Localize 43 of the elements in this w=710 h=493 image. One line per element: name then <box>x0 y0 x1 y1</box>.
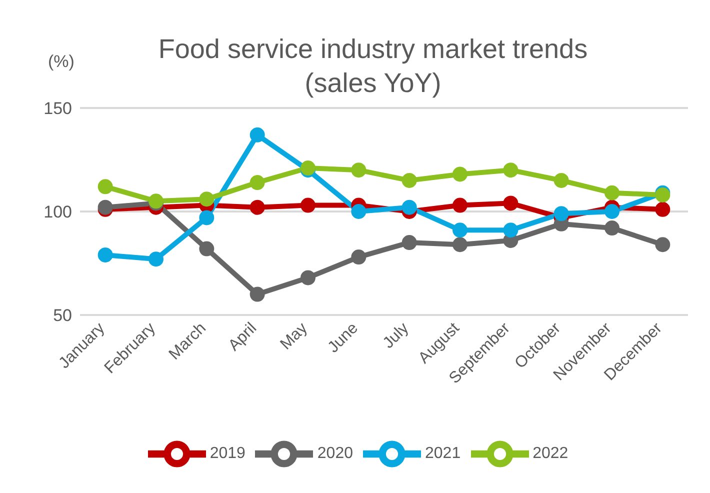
point <box>250 127 265 142</box>
point <box>604 185 620 200</box>
point <box>250 175 265 190</box>
point <box>655 202 670 217</box>
point <box>452 222 468 238</box>
y-tick-label: 150 <box>44 99 72 118</box>
point <box>300 198 316 213</box>
point <box>250 200 265 215</box>
legend-label: 2020 <box>317 445 353 462</box>
point <box>351 250 366 265</box>
point <box>199 241 214 256</box>
legend-label: 2021 <box>425 445 461 462</box>
x-tick-label: May <box>277 320 311 354</box>
point <box>604 204 620 219</box>
y-tick-label: 100 <box>44 202 72 222</box>
point <box>199 210 214 226</box>
point <box>604 220 620 236</box>
chart-title: Food service industry market trends (sales YoY) <box>157 33 589 100</box>
point <box>503 162 518 178</box>
x-tick-label: July <box>380 320 412 352</box>
point <box>199 192 214 207</box>
legend-label: 2022 <box>532 445 568 462</box>
point <box>402 172 417 188</box>
point <box>655 237 670 252</box>
point <box>402 235 417 250</box>
legend-label: 2019 <box>210 445 246 462</box>
point <box>503 196 518 211</box>
point <box>148 252 164 267</box>
point <box>300 270 316 286</box>
y-tick-label: 50 <box>53 306 72 326</box>
point <box>98 179 113 194</box>
point <box>554 172 569 188</box>
point <box>402 200 417 215</box>
point <box>351 162 366 178</box>
point <box>98 247 113 262</box>
y-axis-title: (%) <box>48 52 74 72</box>
point <box>452 237 468 252</box>
point <box>452 198 468 213</box>
point <box>250 286 265 302</box>
point <box>452 166 468 182</box>
point <box>351 204 366 219</box>
point <box>554 206 569 222</box>
point <box>503 222 518 238</box>
